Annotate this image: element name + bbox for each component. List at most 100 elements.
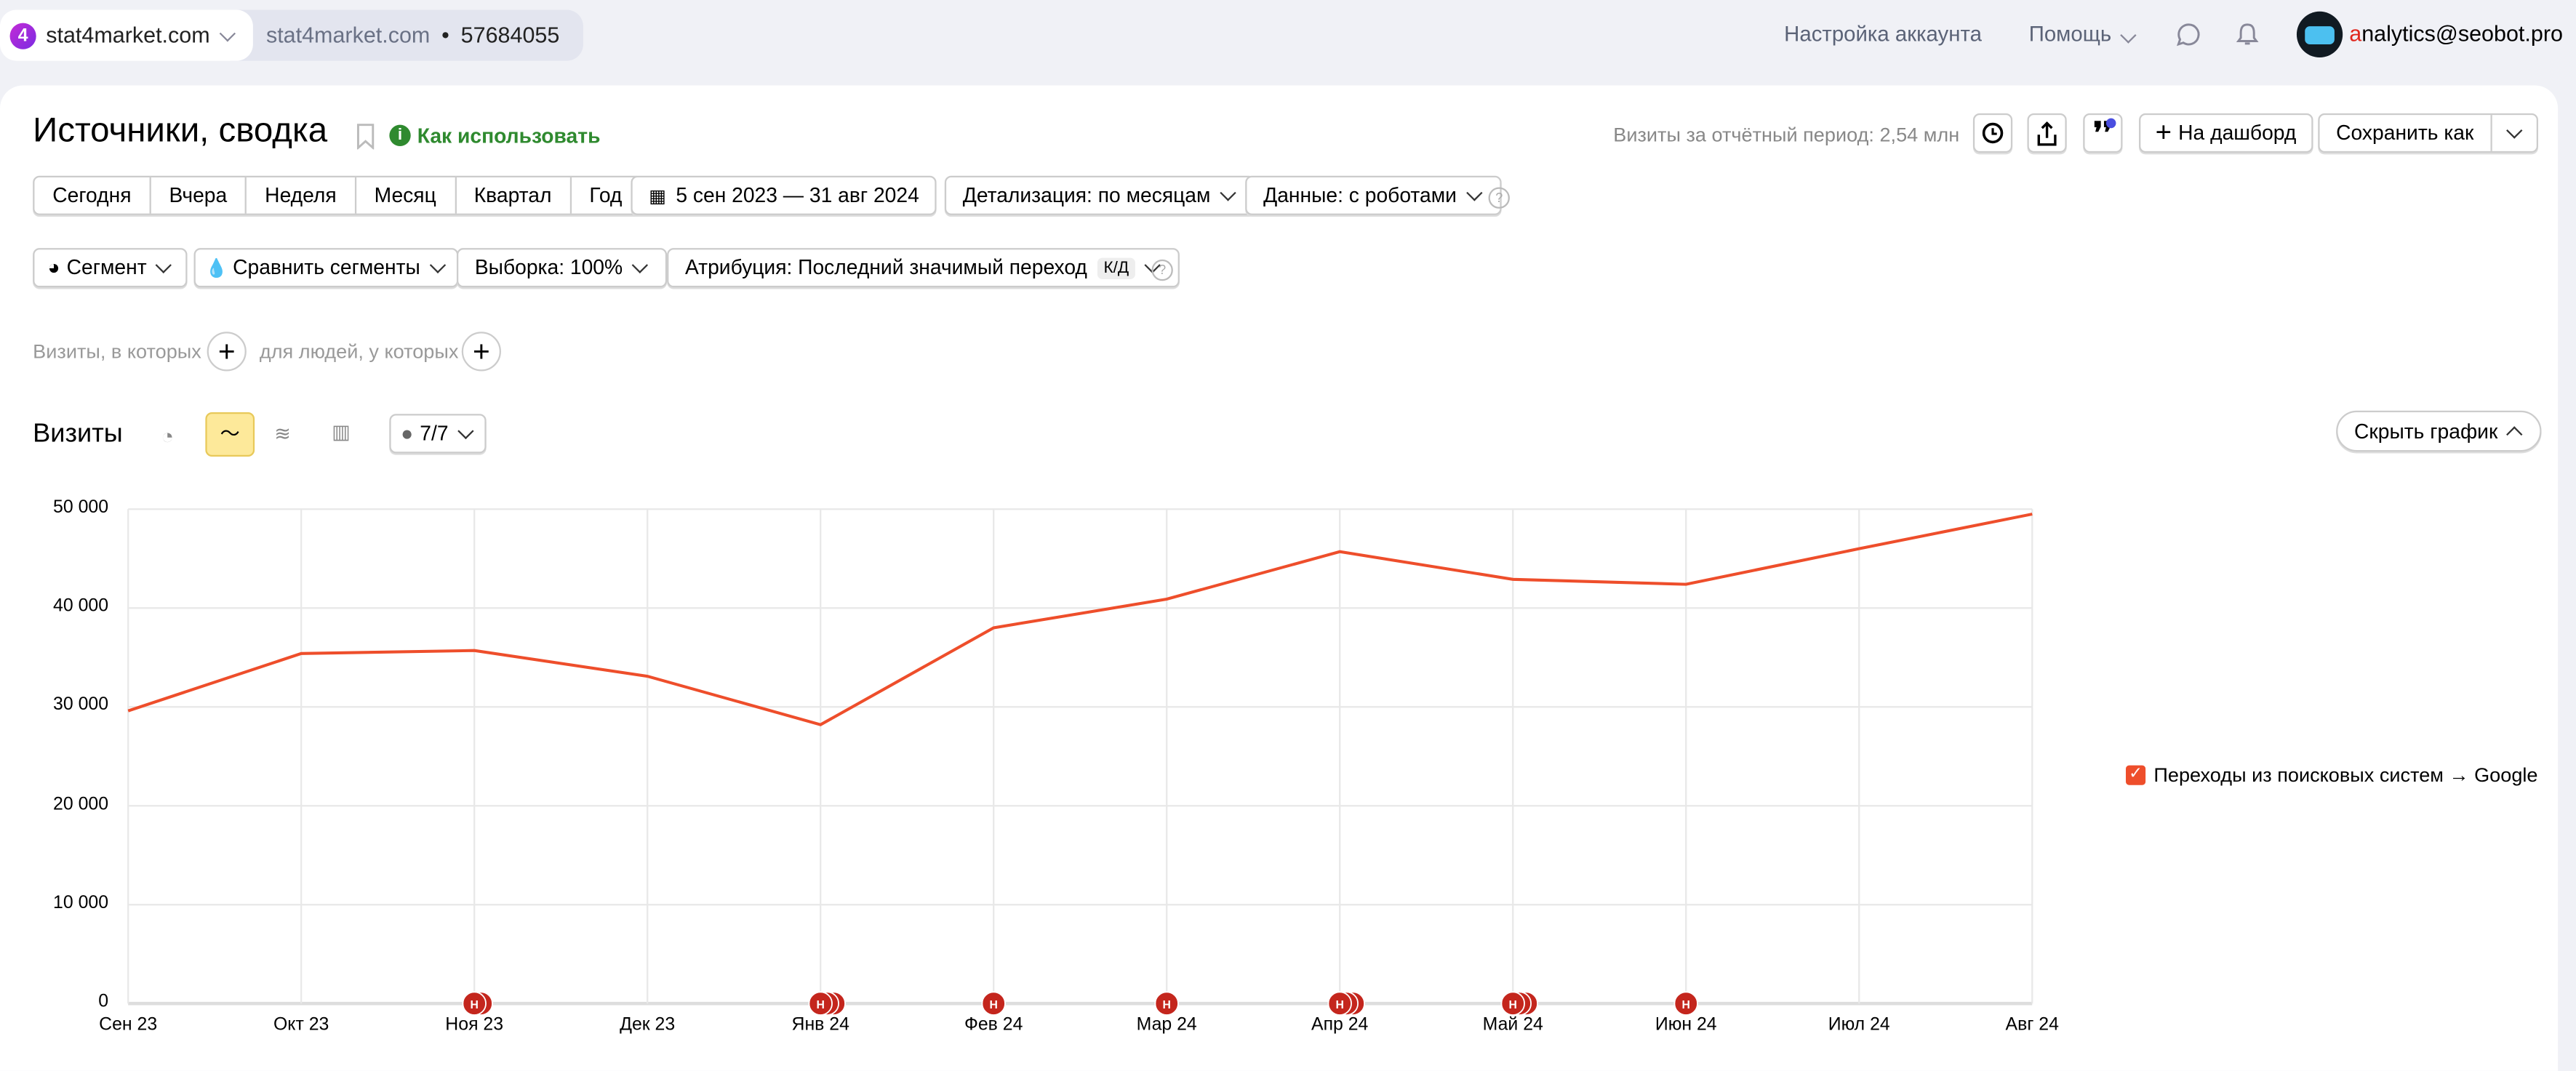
x-tick-label: Фев 24 — [944, 1015, 1043, 1035]
annotation-label: Н — [1336, 999, 1344, 1011]
annotations-count: 7/7 — [420, 422, 448, 446]
quote-button[interactable]: ❜❜ — [2083, 113, 2122, 153]
clock-icon — [1981, 121, 2004, 145]
annotations-dropdown[interactable]: ● 7/7 — [389, 414, 486, 453]
people-condition-label: для людей, у которых — [260, 340, 459, 364]
legend-label: Переходы из поисковых систем → Google — [2153, 763, 2537, 787]
sample-label: Выборка: 100% — [475, 256, 623, 279]
annotation-label: Н — [1163, 999, 1171, 1011]
add-people-condition-button[interactable]: + — [462, 332, 501, 371]
checkbox-checked-icon[interactable]: ✓ — [2126, 766, 2145, 785]
counter-selector[interactable]: stat4market.com • 57684055 — [230, 10, 583, 61]
chevron-down-icon — [632, 257, 648, 273]
add-visit-condition-button[interactable]: + — [207, 332, 247, 371]
annotation-label: Н — [817, 999, 825, 1011]
info-icon: i — [389, 125, 410, 146]
period-year[interactable]: Год — [572, 177, 641, 214]
account-settings-link[interactable]: Настройка аккаунта — [1784, 21, 1982, 46]
annotation-label: Н — [1509, 999, 1517, 1011]
chart-title: Визиты — [33, 420, 123, 450]
chevron-down-icon — [2506, 122, 2522, 138]
counter-site: stat4market.com — [266, 23, 430, 48]
avatar[interactable] — [2297, 12, 2343, 57]
series-line — [128, 514, 2032, 725]
pie-chart-type-icon[interactable]: ◔ — [161, 424, 174, 449]
detail-label: Детализация: по месяцам — [963, 184, 1211, 207]
annotation-label: Н — [1682, 999, 1690, 1011]
chevron-down-icon — [2121, 27, 2137, 43]
detail-dropdown[interactable]: Детализация: по месяцам — [945, 176, 1255, 215]
chevron-down-icon — [156, 257, 172, 273]
save-as-group: Сохранить как — [2318, 113, 2537, 153]
how-to-use-link[interactable]: Как использовать — [417, 125, 601, 148]
x-tick-label: Авг 24 — [1983, 1015, 2081, 1035]
period-week[interactable]: Неделя — [247, 177, 356, 214]
visits-condition-label: Визиты, в которых — [33, 340, 201, 364]
help-label: Помощь — [2029, 21, 2111, 46]
plus-icon: + — [2156, 116, 2172, 149]
chevron-down-icon — [1465, 185, 1481, 201]
chat-icon[interactable] — [2175, 21, 2201, 47]
y-tick-label: 20 000 — [26, 794, 108, 814]
page-title: Источники, сводка — [33, 112, 327, 151]
drops-icon: 💧 — [205, 257, 228, 278]
attribution-dropdown[interactable]: Атрибуция: Последний значимый переходк/д — [667, 248, 1180, 287]
pie-icon: ◕ — [48, 256, 60, 279]
x-tick-label: Июн 24 — [1636, 1015, 1735, 1035]
help-menu[interactable]: Помощь — [2029, 21, 2138, 46]
chevron-down-icon — [219, 25, 235, 41]
email-first-letter: a — [2349, 21, 2361, 46]
period-month[interactable]: Месяц — [356, 177, 456, 214]
data-label: Данные: с роботами — [1263, 184, 1457, 207]
counter-id: 57684055 — [461, 23, 560, 48]
x-tick-label: Янв 24 — [771, 1015, 870, 1035]
segment-label: Сегмент — [67, 256, 147, 279]
legend-item[interactable]: ✓ Переходы из поисковых систем → Google — [2126, 763, 2537, 787]
bar-chart-type-icon[interactable]: ▥ — [332, 420, 351, 444]
help-icon[interactable]: ? — [1489, 188, 1510, 209]
save-as-button[interactable]: Сохранить как — [2320, 115, 2492, 151]
share-icon — [2036, 121, 2059, 145]
data-dropdown[interactable]: Данные: с роботами — [1245, 176, 1501, 215]
compare-segments-dropdown[interactable]: 💧Сравнить сегменты — [194, 248, 458, 287]
chevron-down-icon — [457, 423, 473, 439]
user-email[interactable]: analytics@seobot.pro — [2349, 21, 2563, 46]
save-as-dropdown[interactable] — [2492, 115, 2536, 151]
bookmark-icon[interactable] — [356, 123, 375, 149]
chevron-down-icon — [429, 257, 445, 273]
hide-chart-label: Скрыть график — [2354, 420, 2497, 443]
annotation-label: Н — [470, 999, 478, 1011]
period-today[interactable]: Сегодня — [34, 177, 151, 214]
date-range-label: 5 сен 2023 — 31 авг 2024 — [676, 184, 919, 207]
comment-icon: ● — [401, 422, 413, 446]
annotation-label: Н — [990, 999, 998, 1011]
x-tick-label: Мар 24 — [1117, 1015, 1216, 1035]
hide-chart-button[interactable]: Скрыть график — [2336, 411, 2542, 452]
x-tick-label: Июл 24 — [1809, 1015, 1908, 1035]
attribution-badge: к/д — [1097, 257, 1135, 278]
x-tick-label: Сен 23 — [79, 1015, 177, 1035]
calendar-icon: ▦ — [649, 185, 663, 206]
x-tick-label: Дек 23 — [598, 1015, 697, 1035]
add-to-dashboard-button[interactable]: +На дашборд — [2139, 113, 2313, 153]
x-tick-label: Ноя 23 — [425, 1015, 524, 1035]
sample-dropdown[interactable]: Выборка: 100% — [457, 248, 667, 287]
area-chart-type-icon[interactable]: ≋ — [274, 422, 291, 446]
email-rest: nalytics@seobot.pro — [2361, 21, 2563, 46]
export-button[interactable] — [2027, 113, 2066, 153]
x-tick-label: Май 24 — [1463, 1015, 1562, 1035]
period-quarter[interactable]: Квартал — [456, 177, 572, 214]
y-tick-label: 10 000 — [26, 893, 108, 912]
help-icon[interactable]: ? — [1151, 260, 1172, 281]
site-selector[interactable]: 4 stat4market.com — [0, 10, 252, 61]
y-tick-label: 50 000 — [26, 497, 108, 517]
line-chart-type-icon[interactable]: 〜 — [205, 412, 255, 457]
period-yesterday[interactable]: Вчера — [151, 177, 247, 214]
segment-dropdown[interactable]: ◕ Сегмент — [33, 248, 188, 287]
period-buttons: Сегодня Вчера Неделя Месяц Квартал Год — [33, 176, 641, 215]
y-tick-label: 40 000 — [26, 596, 108, 616]
bell-icon[interactable] — [2236, 21, 2259, 47]
history-button[interactable] — [1973, 113, 2012, 153]
date-range-picker[interactable]: ▦ 5 сен 2023 — 31 авг 2024 — [631, 176, 937, 215]
